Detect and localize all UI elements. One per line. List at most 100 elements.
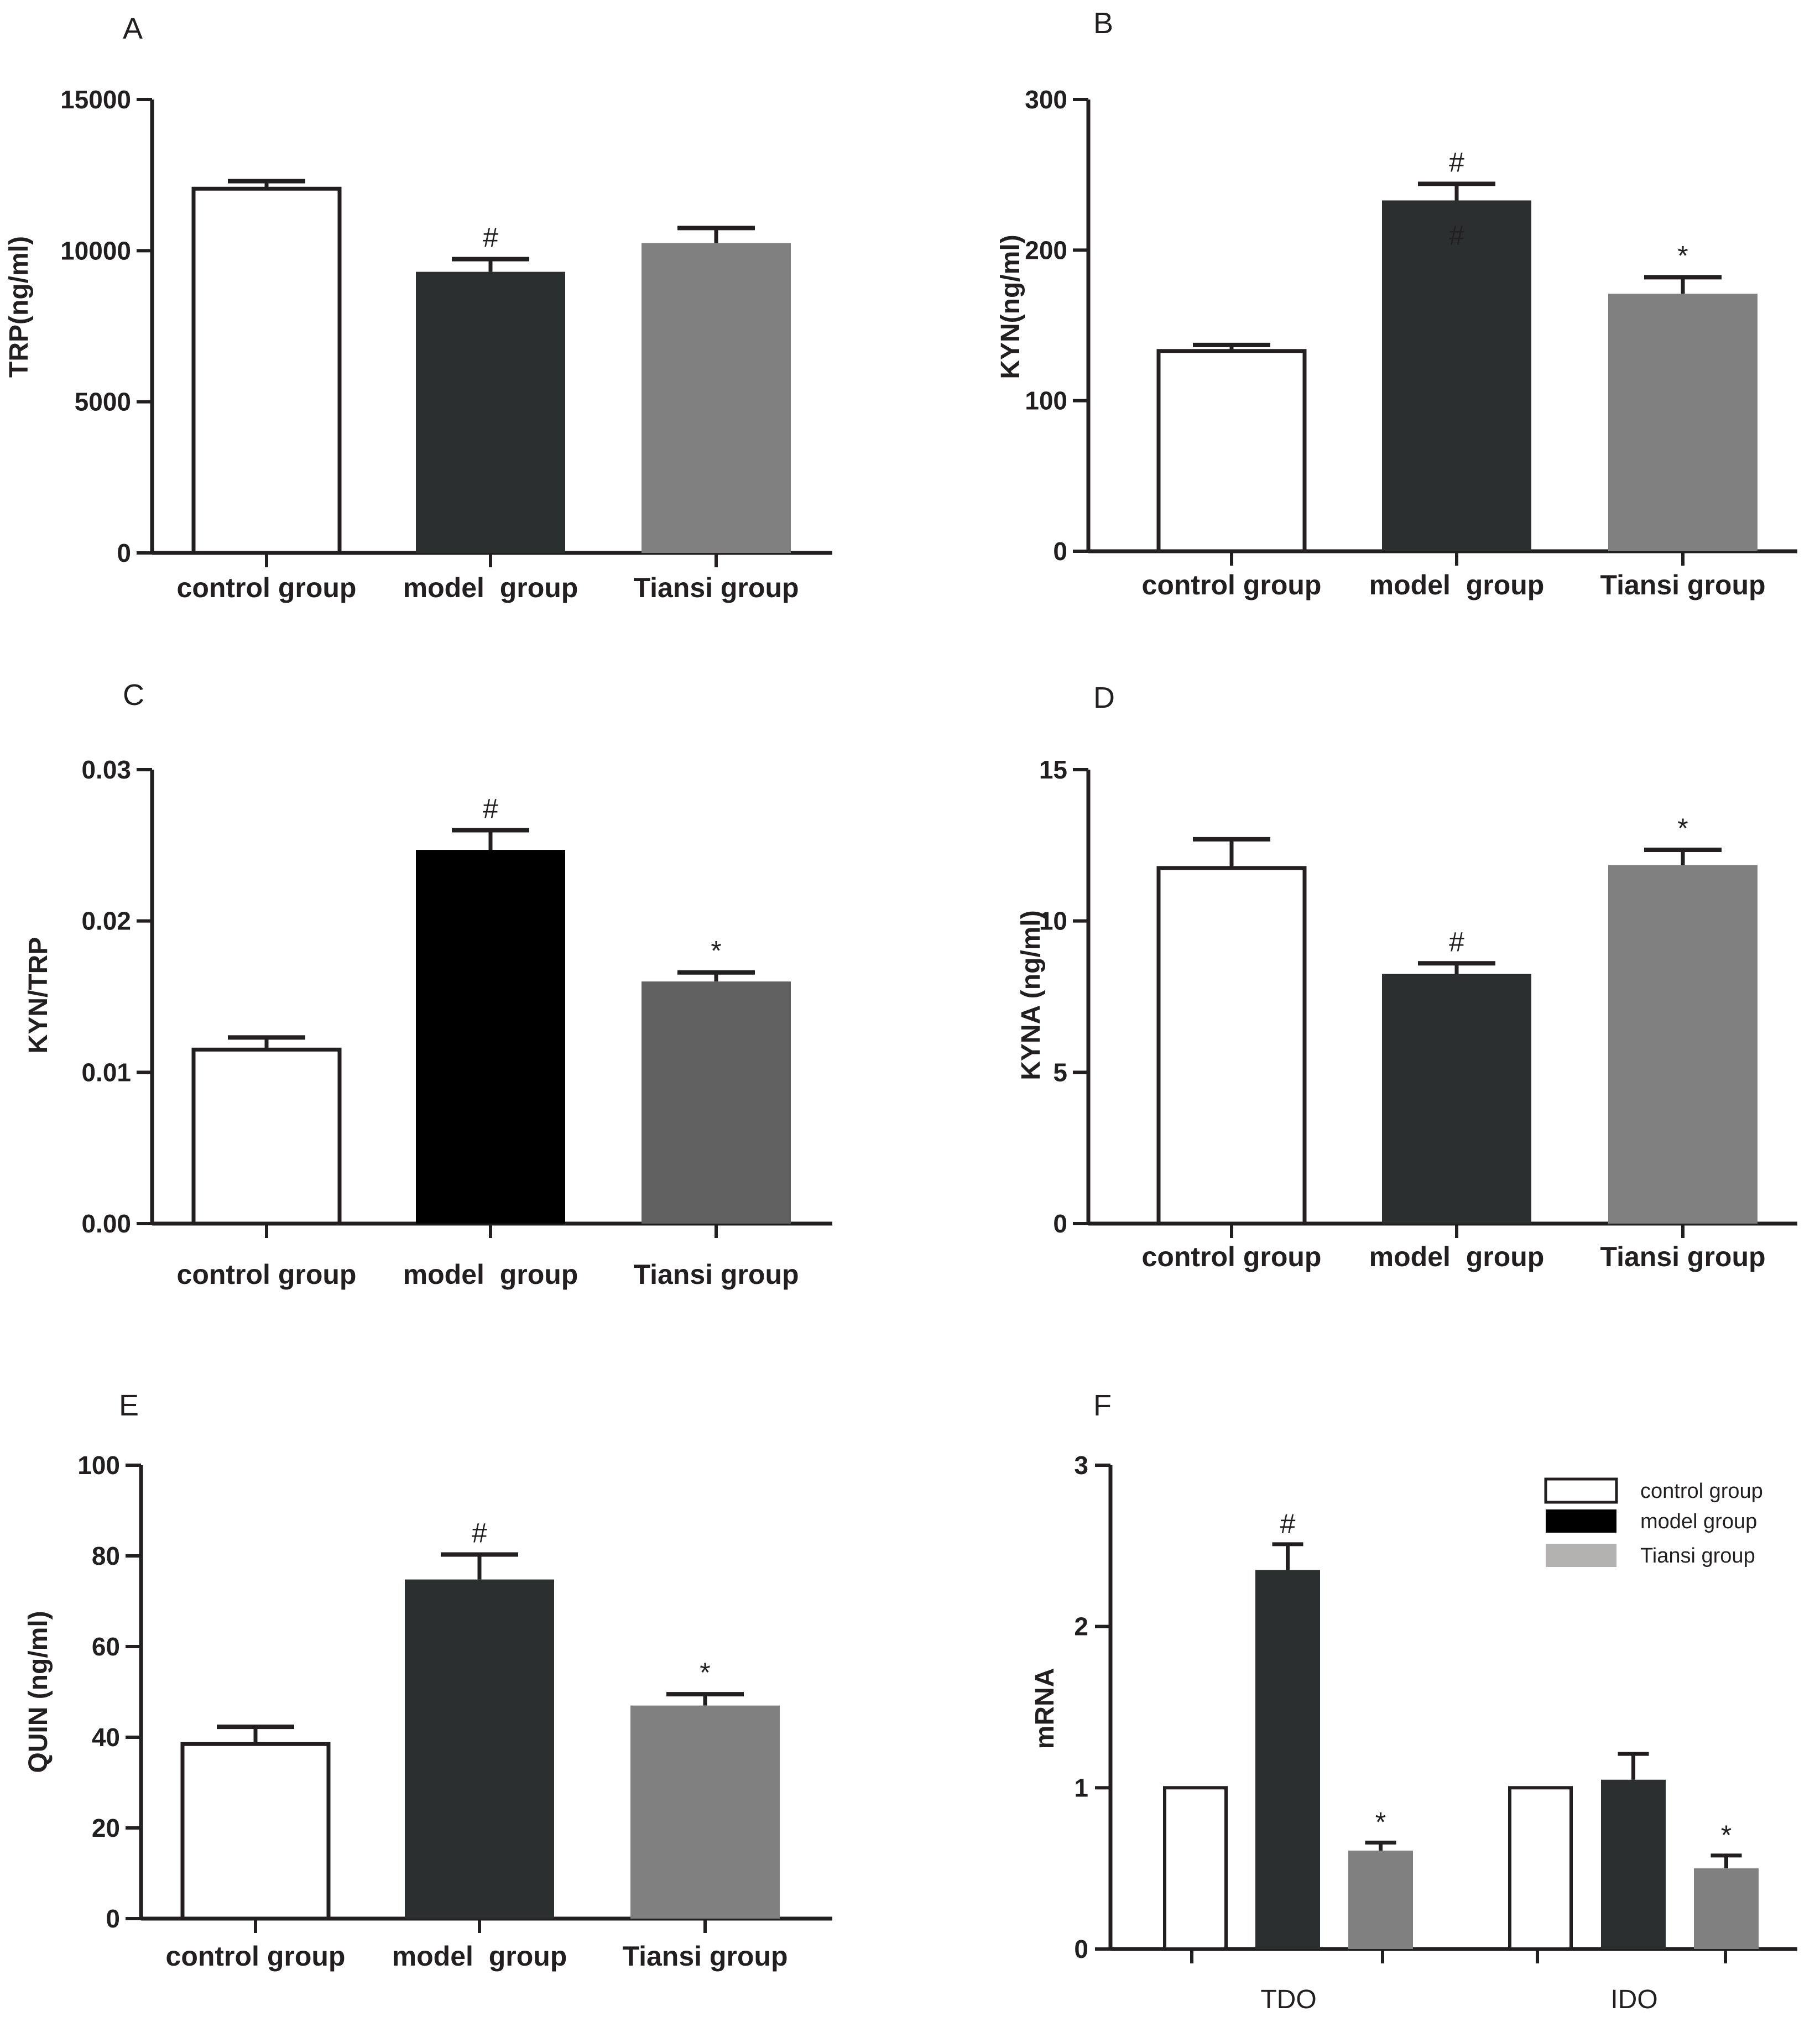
y-tick-label: 100	[1025, 386, 1067, 415]
significance-label: *	[1677, 813, 1688, 844]
legend-label: control group	[1640, 1480, 1763, 1503]
panel-label: F	[1093, 1389, 1112, 1422]
panel-a: A 0 5000 10000 15000 TRP(ng/ml) control group m…	[4, 12, 832, 603]
y-tick-label: 5	[1053, 1058, 1067, 1086]
panel-f: F 0 1 2 3 mRNA # * TDO * IDO control group model gro…	[1030, 1389, 1797, 2014]
group-label: IDO	[1610, 1985, 1657, 2014]
y-tick-label: 15	[1039, 755, 1067, 784]
panel-d: D 0 5 10 15 KYNA (ng/ml) control group model gr…	[1016, 681, 1797, 1272]
category-label: control group	[177, 1259, 357, 1290]
legend-label: Tiansi group	[1640, 1544, 1755, 1568]
y-axis-label: KYN/TRP	[24, 937, 53, 1054]
significance-label: #	[1449, 926, 1464, 957]
category-label: model group	[1369, 1241, 1545, 1272]
y-tick-label: 2	[1074, 1612, 1088, 1641]
significance-label: *	[711, 936, 721, 966]
category-label: model group	[1369, 569, 1545, 600]
bar	[1608, 865, 1758, 1224]
group-label: TDO	[1260, 1985, 1316, 2014]
y-tick-label: 300	[1025, 85, 1067, 114]
category-label: Tiansi group	[633, 1259, 799, 1290]
significance-label: #	[483, 793, 498, 824]
y-tick-label: 200	[1025, 236, 1067, 264]
y-tick-label: 100	[77, 1451, 120, 1480]
panel-b: B 0 100 200 300 KYN(ng/ml) control group model …	[996, 7, 1797, 600]
y-tick-label: 0	[1053, 1209, 1067, 1238]
category-label: Tiansi group	[622, 1941, 788, 1972]
y-tick-label: 0.03	[81, 755, 131, 784]
significance-label: *	[700, 1657, 710, 1688]
y-tick-label: 0.00	[81, 1209, 131, 1238]
bar	[1156, 866, 1307, 1226]
significance-label: *	[1375, 1807, 1386, 1838]
significance-label: #	[1280, 1508, 1296, 1539]
y-tick-label: 80	[92, 1542, 120, 1570]
panel-label: C	[123, 678, 144, 712]
significance-label: #	[1449, 220, 1464, 250]
y-tick-label: 10	[1039, 907, 1067, 936]
bar	[416, 850, 565, 1224]
category-label: Tiansi group	[1600, 1241, 1765, 1272]
bar	[642, 981, 791, 1224]
panel-label: D	[1093, 681, 1115, 714]
panel-label: E	[119, 1389, 139, 1422]
category-label: control group	[1142, 1241, 1322, 1272]
legend: control group model group Tiansi group	[1544, 1477, 1763, 1568]
bar	[1382, 200, 1531, 551]
category-label: control group	[177, 572, 357, 603]
category-label: model group	[403, 1259, 578, 1290]
panel-label: B	[1093, 7, 1113, 40]
legend-swatch	[1544, 1477, 1618, 1504]
bar	[1694, 1868, 1759, 1949]
panel-c: C 0.00 0.01 0.02 0.03 KYN/TRP control group mod…	[24, 678, 832, 1290]
y-tick-label: 5000	[75, 388, 131, 416]
category-label: control group	[1142, 569, 1322, 600]
bar	[405, 1579, 554, 1919]
y-tick-label: 15000	[60, 85, 131, 114]
y-tick-label: 1	[1074, 1773, 1088, 1802]
panel-e: E 0 20 40 60 80 100 QUIN (ng/ml) control group mo…	[24, 1389, 832, 1972]
bar	[1348, 1851, 1413, 1949]
bar	[630, 1705, 780, 1919]
y-tick-label: 10000	[60, 236, 131, 265]
panel-label: A	[123, 12, 143, 45]
bar	[416, 271, 565, 553]
category-label: model group	[403, 572, 578, 603]
bar	[191, 1047, 342, 1226]
bar	[1255, 1570, 1320, 1949]
bar	[191, 186, 342, 555]
bar	[1156, 349, 1307, 553]
significance-label: *	[1677, 240, 1688, 271]
bar	[1601, 1779, 1666, 1949]
y-tick-label: 0	[106, 1904, 120, 1933]
y-tick-label: 60	[92, 1632, 120, 1661]
category-label: model group	[392, 1941, 567, 1972]
significance-label: #	[472, 1518, 487, 1549]
y-axis-label: KYN(ng/ml)	[996, 234, 1025, 379]
y-tick-label: 0.02	[81, 907, 131, 936]
bar	[1508, 1786, 1573, 1951]
legend-swatch	[1546, 1544, 1616, 1567]
y-axis-label: KYNA (ng/ml)	[1016, 910, 1046, 1080]
significance-label: #	[483, 222, 498, 253]
significance-label: *	[1721, 1820, 1732, 1851]
category-label: control group	[166, 1941, 346, 1972]
bar	[1608, 294, 1758, 551]
y-axis-label: mRNA	[1030, 1668, 1060, 1749]
category-label: Tiansi group	[1600, 569, 1765, 600]
y-tick-label: 20	[92, 1814, 120, 1842]
legend-swatch	[1546, 1509, 1616, 1533]
significance-label: #	[1449, 147, 1464, 178]
bar	[1163, 1786, 1228, 1951]
category-label: Tiansi group	[633, 572, 799, 603]
legend-label: model group	[1640, 1510, 1757, 1533]
y-tick-label: 3	[1074, 1451, 1088, 1480]
bar	[1382, 974, 1531, 1224]
bar	[180, 1742, 331, 1921]
y-axis-label: TRP(ng/ml)	[4, 236, 34, 378]
y-tick-label: 0	[117, 539, 131, 567]
y-tick-label: 40	[92, 1723, 120, 1752]
y-tick-label: 0	[1053, 537, 1067, 566]
y-tick-label: 0	[1074, 1935, 1088, 1963]
